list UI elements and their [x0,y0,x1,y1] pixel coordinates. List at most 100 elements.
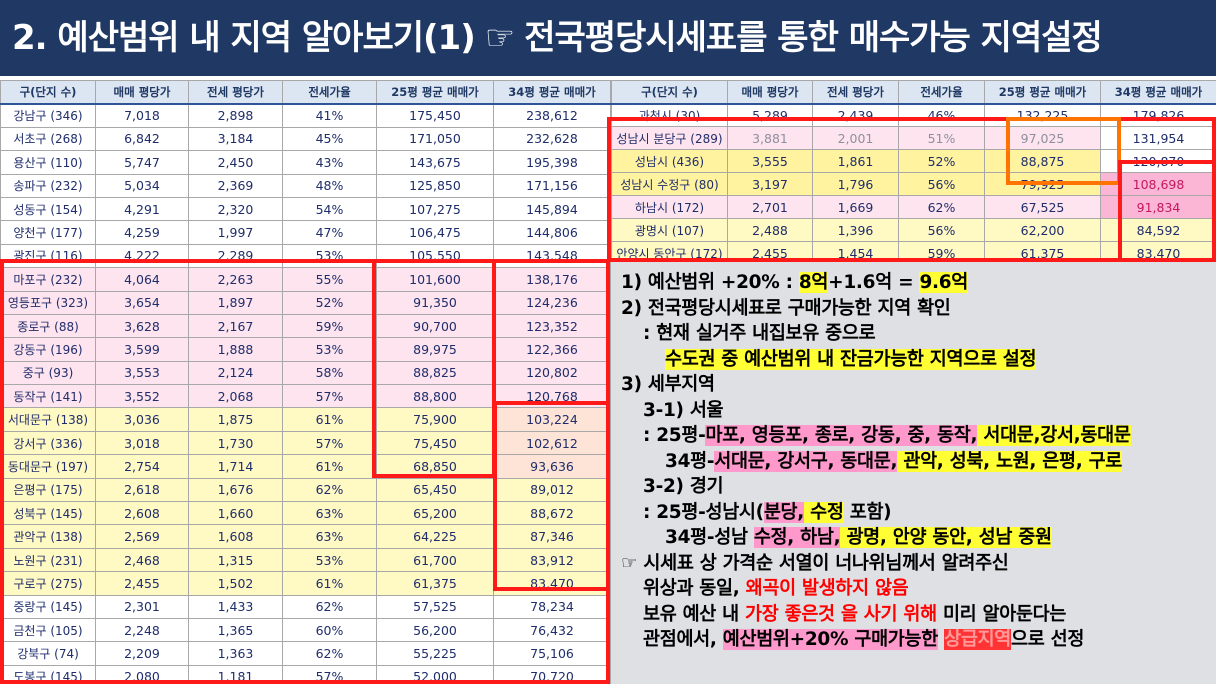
table-row: 성동구 (154) 4,291 2,320 54% 107,275 145,894 [0,196,611,222]
title-left: 2. 예산범위 내 지역 알아보기(1) [12,18,476,58]
value-cell: 63% [282,524,377,549]
value-cell: 6,842 [95,126,189,152]
value-cell: 51% [898,126,985,150]
value-cell: 1,433 [188,594,283,619]
value-cell: 56% [898,218,985,242]
value-cell: 83,470 [493,571,611,596]
value-cell: 59% [282,313,377,339]
value-cell: 120,768 [493,384,611,409]
value-cell: 1,363 [188,641,283,666]
value-cell: 2,001 [812,126,899,150]
note-line-9: 3-2) 경기 [643,476,724,497]
region-cell: 성남시 분당구 (289) [611,126,728,150]
value-cell: 61,700 [376,547,494,573]
value-cell: 84,592 [1100,218,1216,242]
table-row: 하남시 (172) 2,701 1,669 62% 67,525 91,834 [611,195,1216,219]
value-cell: 108,698 [1100,172,1216,196]
value-cell: 1,315 [188,547,283,573]
value-cell: 1,796 [812,172,899,196]
value-cell: 67,525 [984,195,1101,219]
seoul-price-table: 구(단지 수) 매매 평당가 전세 평당가 전세가율 25평 평균 매매가 34평 평균 … [0,79,611,684]
value-cell: 62% [282,594,377,619]
column-header: 전세 평당가 [188,79,283,105]
table-row: 성남시 분당구 (289) 3,881 2,001 51% 97,025 131,954 [611,126,1216,150]
column-header: 34평 평균 매매가 [1100,80,1216,105]
value-cell: 2,450 [188,150,283,175]
region-cell: 강남구 (346) [0,103,96,128]
value-cell: 3,628 [95,313,189,339]
value-cell: 53% [282,243,377,269]
value-cell: 61,375 [376,571,494,596]
value-cell: 57% [282,430,377,456]
value-cell: 171,156 [493,173,611,198]
value-cell: 91,350 [376,290,494,315]
value-cell: 1,875 [188,407,283,432]
value-cell: 2,754 [95,454,189,479]
region-cell: 서대문구 (138) [0,407,96,432]
value-cell: 52% [282,290,377,315]
table-row: 송파구 (232) 5,034 2,369 48% 125,850 171,156 [0,173,611,198]
column-header: 전세가율 [898,80,985,105]
value-cell: 53% [282,337,377,362]
table-row: 강동구 (196) 3,599 1,888 53% 89,975 122,366 [0,337,611,362]
region-cell: 강북구 (74) [0,641,96,666]
value-cell: 88,875 [984,149,1101,173]
value-cell: 52,000 [376,664,494,684]
value-cell: 58% [282,360,377,386]
value-cell: 138,176 [493,267,611,292]
table-row: 양천구 (177) 4,259 1,997 47% 106,475 144,806 [0,220,611,245]
region-cell: 하남시 (172) [611,195,728,219]
value-cell: 125,850 [376,173,494,198]
value-cell: 47% [282,220,377,245]
value-cell: 2,608 [95,501,189,526]
value-cell: 179,826 [1100,103,1216,127]
table-row: 종로구 (88) 3,628 2,167 59% 90,700 123,352 [0,313,611,339]
value-cell: 1,714 [188,454,283,479]
note-text: +1.6억 = [828,272,920,293]
table-row: 은평구 (175) 2,618 1,676 62% 65,450 89,012 [0,477,611,503]
table-row: 강서구 (336) 3,018 1,730 57% 75,450 102,612 [0,430,611,456]
value-cell: 64,225 [376,524,494,549]
note-highlight: 8억 [798,272,829,293]
value-cell: 1,730 [188,430,283,456]
value-cell: 61% [282,407,377,432]
value-cell: 4,291 [95,196,189,222]
region-cell: 중구 (93) [0,360,96,386]
value-cell: 3,654 [95,290,189,315]
value-cell: 55,225 [376,641,494,666]
value-cell: 2,068 [188,384,283,409]
table-row: 서대문구 (138) 3,036 1,875 61% 75,900 103,224 [0,407,611,432]
value-cell: 2,701 [727,195,813,219]
page-title: 2. 예산범위 내 지역 알아보기(1) ☞ 전국평당시세표를 통한 매수가능 지역… [0,0,1216,76]
table-header-row: 구(단지 수) 매매 평당가 전세 평당가 전세가율 25평 평균 매매가 34평 평균 … [0,79,611,105]
table-row: 동작구 (141) 3,552 2,068 57% 88,800 120,768 [0,384,611,409]
value-cell: 83,912 [493,547,611,573]
note-line-2: 2) 전국평당시세표로 구매가능한 지역 확인 [621,297,951,319]
region-cell: 동대문구 (197) [0,454,96,479]
region-cell: 양천구 (177) [0,220,96,245]
region-cell: 성남시 수정구 (80) [611,172,728,196]
value-cell: 1,897 [188,290,283,315]
table-row: 구로구 (275) 2,455 1,502 61% 61,375 83,470 [0,571,611,596]
value-cell: 2,263 [188,267,283,292]
value-cell: 43% [282,150,377,175]
value-cell: 79,925 [984,172,1101,196]
note-highlight: 상급지역 [944,629,1012,650]
region-cell: 도봉구 (145) [0,664,96,684]
value-cell: 46% [898,103,985,127]
region-cell: 송파구 (232) [0,173,96,198]
region-cell: 금천구 (105) [0,617,96,643]
value-cell: 232,628 [493,126,611,152]
note-highlight: 예산범위+20% 구매가능한 [722,629,938,650]
value-cell: 5,289 [727,103,813,127]
note-line-15: 관점에서, 예산범위+20% 구매가능한 상급지역으로 선정 [621,627,1208,653]
note-highlight: 서대문,강서,동대문 [977,425,1131,446]
value-cell: 61% [282,454,377,479]
value-cell: 2,289 [188,243,283,269]
value-cell: 145,894 [493,196,611,222]
column-header: 전세가율 [282,79,377,105]
column-header: 매매 평당가 [95,79,189,105]
note-text: 포함) [843,501,892,523]
value-cell: 175,450 [376,103,494,128]
value-cell: 2,439 [812,103,899,127]
